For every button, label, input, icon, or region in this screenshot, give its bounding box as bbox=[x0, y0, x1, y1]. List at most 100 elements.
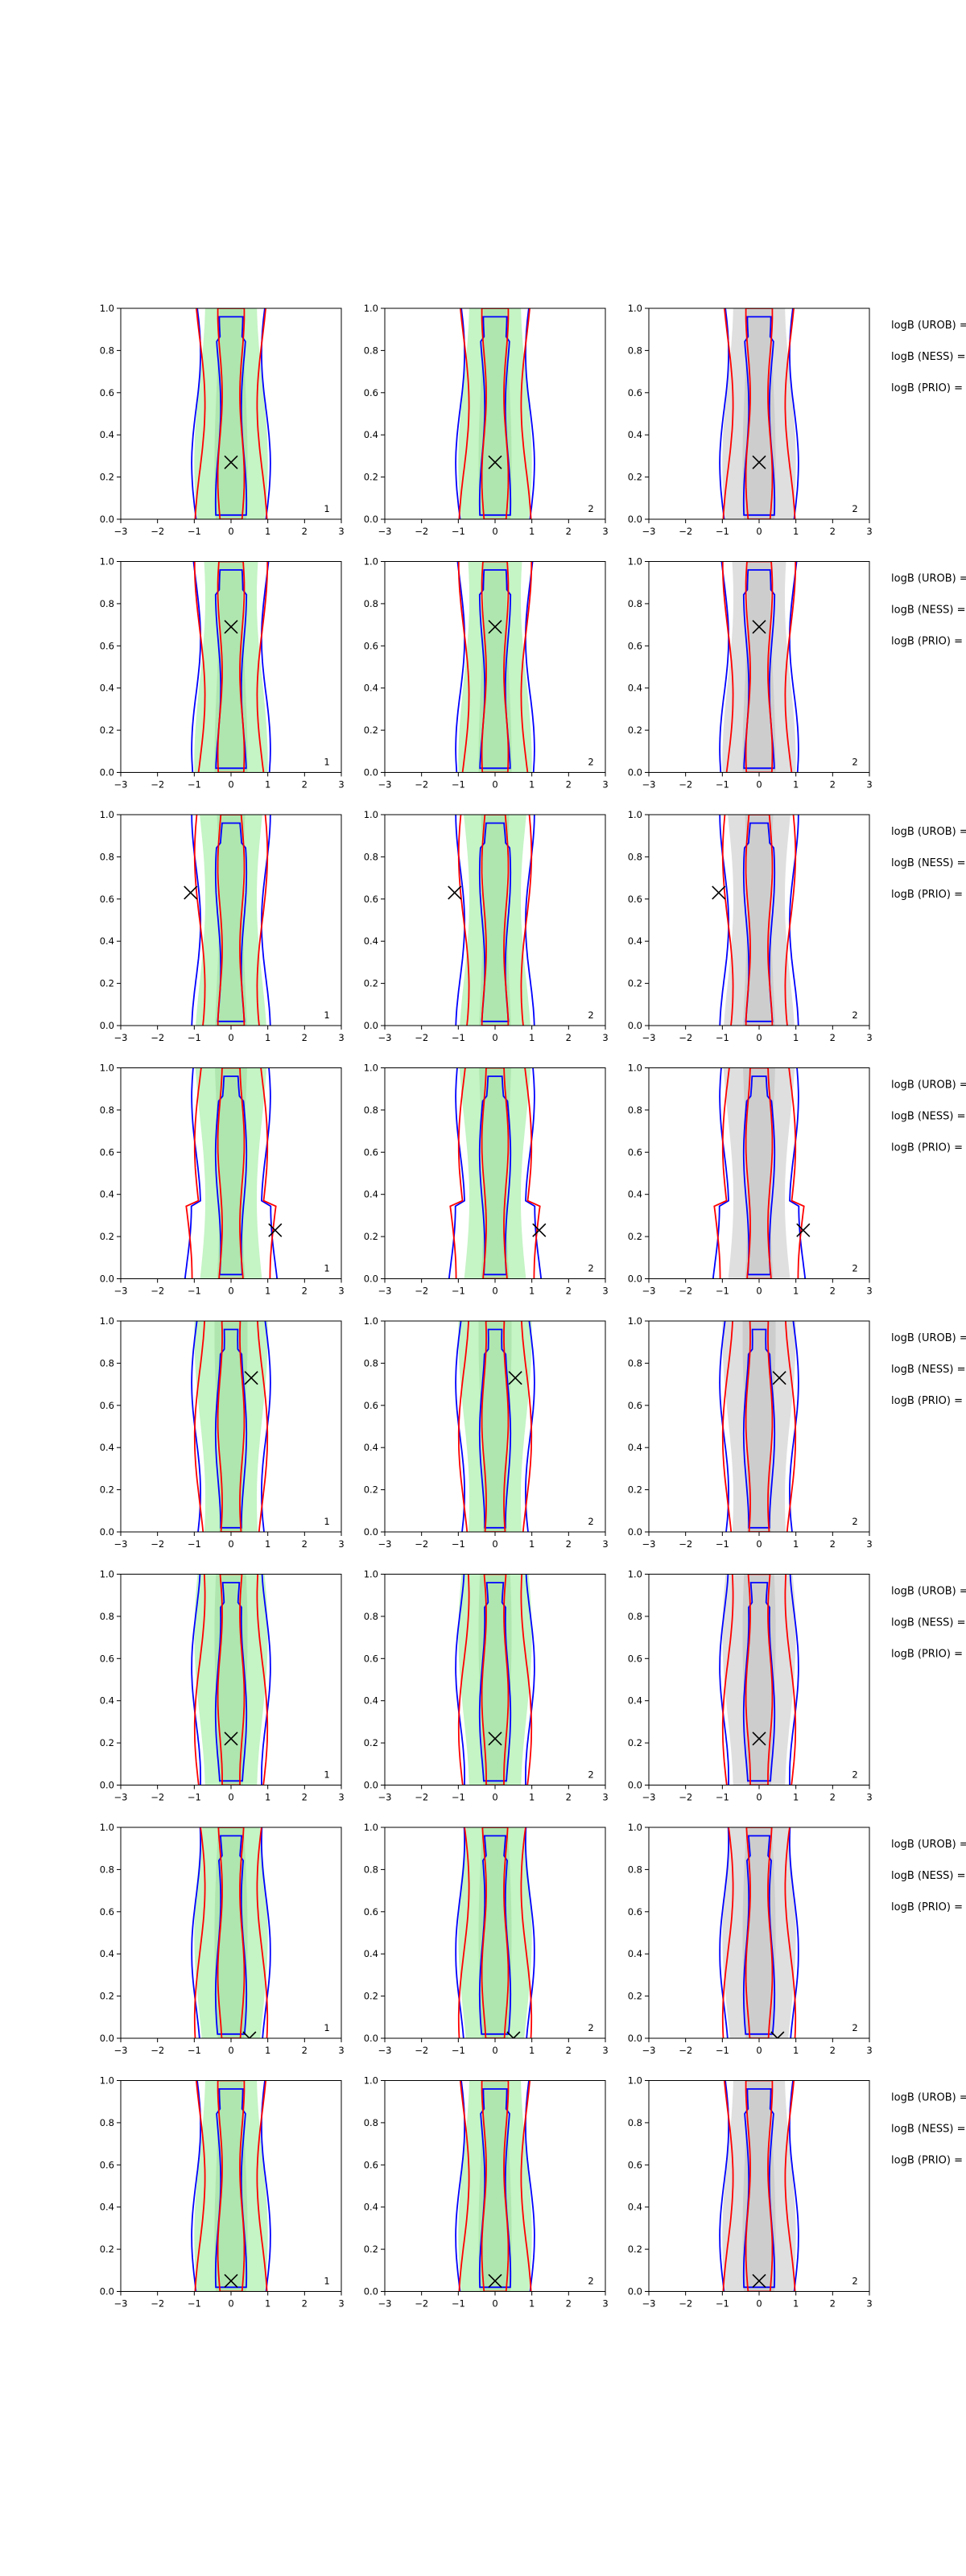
panel-index-label: 1 bbox=[324, 1263, 329, 1274]
x-tick-label: 1 bbox=[793, 2298, 799, 2310]
x-tick-label: −2 bbox=[151, 526, 164, 537]
x-tick-label: 3 bbox=[602, 1286, 608, 1297]
density-fill-inner bbox=[742, 1321, 776, 1532]
y-tick-label: 0.6 bbox=[100, 1653, 114, 1664]
y-tick-label: 0.0 bbox=[628, 1020, 642, 1031]
y-tick-label: 0.8 bbox=[100, 1611, 114, 1622]
x-tick-label: 1 bbox=[265, 779, 270, 791]
red-contour-outer bbox=[722, 308, 796, 519]
x-tick-label: 3 bbox=[602, 1032, 608, 1043]
x-tick-label: −2 bbox=[415, 2298, 428, 2310]
y-tick-label: 0.2 bbox=[364, 978, 378, 989]
y-tick-label: 0.8 bbox=[364, 1357, 378, 1368]
panel-r4-c2: −3 −2 −1 0 1 2 3 0.0 0.2 0.4 0.6 0.8 1.0 2 bbox=[364, 1063, 609, 1297]
x-tick-label: −1 bbox=[716, 779, 729, 791]
y-tick-label: 0.2 bbox=[100, 2244, 114, 2255]
x-tick-label: −2 bbox=[151, 2298, 164, 2310]
density-fill-inner bbox=[478, 561, 512, 773]
red-contour-inner bbox=[745, 2080, 774, 2292]
panel-r7-c1: −3 −2 −1 0 1 2 3 0.0 0.2 0.4 0.6 0.8 1.0 1 bbox=[100, 1822, 345, 2056]
y-tick-label: 0.2 bbox=[364, 1484, 378, 1496]
y-tick-label: 0.2 bbox=[100, 1231, 114, 1242]
marker-x bbox=[506, 2031, 521, 2038]
density-fill-inner bbox=[743, 1067, 775, 1279]
x-tick-label: 0 bbox=[756, 1032, 762, 1043]
panel-index-label: 2 bbox=[852, 1263, 857, 1274]
x-tick-label: 0 bbox=[228, 1538, 233, 1550]
panel-r3-c2: −3 −2 −1 0 1 2 30.00.20.40.60.81.02 bbox=[364, 809, 609, 1043]
x-tick-label: −2 bbox=[151, 1538, 164, 1550]
row-side-label: logB (NESS) = bbox=[891, 1111, 965, 1123]
x-tick-label: 0 bbox=[228, 526, 233, 537]
x-tick-label: −1 bbox=[188, 2298, 201, 2310]
x-tick-label: −3 bbox=[114, 2298, 128, 2310]
x-tick-label: −1 bbox=[188, 1792, 201, 1803]
y-tick-label: 0.8 bbox=[628, 851, 642, 862]
panel-index-label: 2 bbox=[852, 2276, 857, 2287]
x-tick-label: −3 bbox=[114, 1792, 128, 1803]
panel-r8-c3: −3 −2 −1 0 1 2 30.00.20.40.60.81.02 bbox=[628, 2075, 873, 2310]
y-tick-label: 0.4 bbox=[628, 1189, 642, 1200]
blue-contour-inner bbox=[742, 1328, 776, 1529]
panel-index-label: 1 bbox=[324, 2276, 329, 2287]
y-tick-label: 0.0 bbox=[100, 2286, 114, 2297]
x-tick-label: 3 bbox=[338, 779, 344, 791]
panel-index-label: 2 bbox=[588, 503, 593, 514]
marker-x bbox=[268, 1223, 283, 1237]
x-tick-label: 1 bbox=[529, 1286, 535, 1297]
x-tick-label: 2 bbox=[566, 1538, 572, 1550]
y-tick-label: 1.0 bbox=[100, 809, 114, 820]
panel-index-label: 2 bbox=[588, 2276, 593, 2287]
blue-contour-outer bbox=[455, 561, 535, 773]
panel-index-label: 1 bbox=[324, 1009, 329, 1021]
blue-contour-outer bbox=[455, 308, 535, 519]
red-contour-outer bbox=[193, 815, 269, 1026]
x-tick-label: −1 bbox=[452, 2045, 465, 2056]
red-contour-outer bbox=[194, 308, 268, 519]
x-tick-label: 3 bbox=[866, 1538, 872, 1550]
x-tick-label: −3 bbox=[114, 2045, 128, 2056]
x-tick-label: 2 bbox=[302, 1032, 308, 1043]
y-tick-label: 1.0 bbox=[628, 303, 642, 314]
y-tick-label: 0.4 bbox=[628, 1695, 642, 1707]
blue-contour-outer bbox=[191, 2080, 271, 2292]
y-tick-label: 1.0 bbox=[364, 809, 378, 820]
x-tick-label: −1 bbox=[188, 1538, 201, 1550]
y-tick-label: 0.4 bbox=[628, 429, 642, 440]
x-tick-label: 1 bbox=[265, 1792, 270, 1803]
y-tick-label: 0.0 bbox=[364, 1780, 378, 1791]
y-tick-label: 0.4 bbox=[100, 683, 114, 694]
row-side-label: logB (PRIO) = bbox=[891, 1142, 963, 1154]
x-tick-label: 2 bbox=[302, 1286, 308, 1297]
y-tick-label: 0.4 bbox=[364, 1189, 378, 1200]
y-tick-label: 1.0 bbox=[628, 1315, 642, 1327]
red-contour-outer bbox=[713, 1067, 805, 1279]
y-tick-label: 0.8 bbox=[628, 1864, 642, 1875]
x-tick-label: 1 bbox=[265, 1286, 270, 1297]
marker-x bbox=[224, 2273, 238, 2288]
y-tick-label: 0.4 bbox=[100, 2202, 114, 2213]
red-contour-outer bbox=[722, 2080, 796, 2292]
red-contour-outer bbox=[193, 561, 269, 773]
row-side-label: logB (UROB) = bbox=[891, 573, 966, 585]
x-tick-label: 2 bbox=[302, 779, 308, 791]
y-tick-label: 0.2 bbox=[628, 1484, 642, 1496]
x-tick-label: −3 bbox=[642, 1032, 656, 1043]
x-tick-label: 2 bbox=[830, 779, 836, 791]
red-contour-inner bbox=[217, 1067, 246, 1279]
panel-r8-c2: −3 −2 −1 0 1 2 30.00.20.40.60.81.02 bbox=[364, 2075, 609, 2310]
y-tick-label: 1.0 bbox=[364, 1569, 378, 1580]
panel-r1-c1: −3 −2 −1 0 1 2 3 0.0 0.2 0.4 0.6 0.8 1.0 1 bbox=[100, 303, 345, 537]
blue-contour-outer bbox=[191, 1827, 271, 2038]
x-tick-label: −3 bbox=[378, 779, 392, 791]
density-fill-inner bbox=[478, 1827, 512, 2038]
red-contour-inner bbox=[745, 1574, 774, 1785]
y-tick-label: 0.8 bbox=[100, 345, 114, 356]
density-fill-inner bbox=[742, 561, 776, 773]
y-tick-label: 0.6 bbox=[364, 1400, 378, 1411]
x-tick-label: −1 bbox=[188, 1032, 201, 1043]
x-tick-label: 3 bbox=[602, 1792, 608, 1803]
x-tick-label: −3 bbox=[642, 1538, 656, 1550]
panel-index-label: 2 bbox=[852, 503, 857, 514]
x-tick-label: 0 bbox=[756, 1792, 762, 1803]
